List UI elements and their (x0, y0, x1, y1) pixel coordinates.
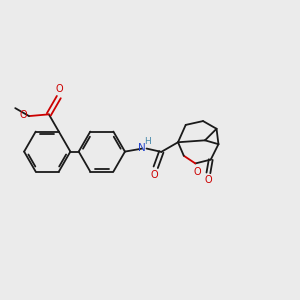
Text: O: O (20, 110, 27, 120)
Text: H: H (144, 137, 151, 146)
Text: O: O (193, 167, 201, 177)
Text: O: O (151, 170, 159, 181)
Text: N: N (139, 143, 146, 153)
Text: O: O (205, 176, 212, 185)
Text: O: O (56, 84, 64, 94)
